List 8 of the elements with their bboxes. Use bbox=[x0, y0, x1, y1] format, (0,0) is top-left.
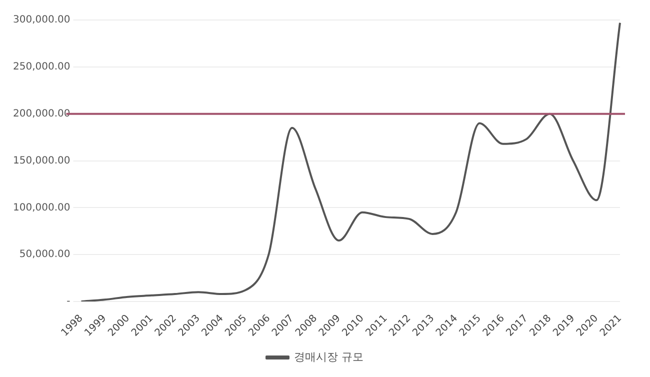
y-tick-label: - bbox=[66, 296, 71, 308]
legend-label: 경매시장 규모 bbox=[294, 350, 364, 364]
y-tick-label: 50,000.00 bbox=[19, 249, 70, 260]
y-tick-label: 250,000.00 bbox=[12, 62, 70, 73]
y-tick-label: 100,000.00 bbox=[12, 202, 70, 214]
y-tick-label: 300,000.00 bbox=[12, 14, 70, 26]
y-tick-label: 150,000.00 bbox=[12, 155, 70, 166]
y-tick-label: 200,000.00 bbox=[12, 108, 70, 120]
